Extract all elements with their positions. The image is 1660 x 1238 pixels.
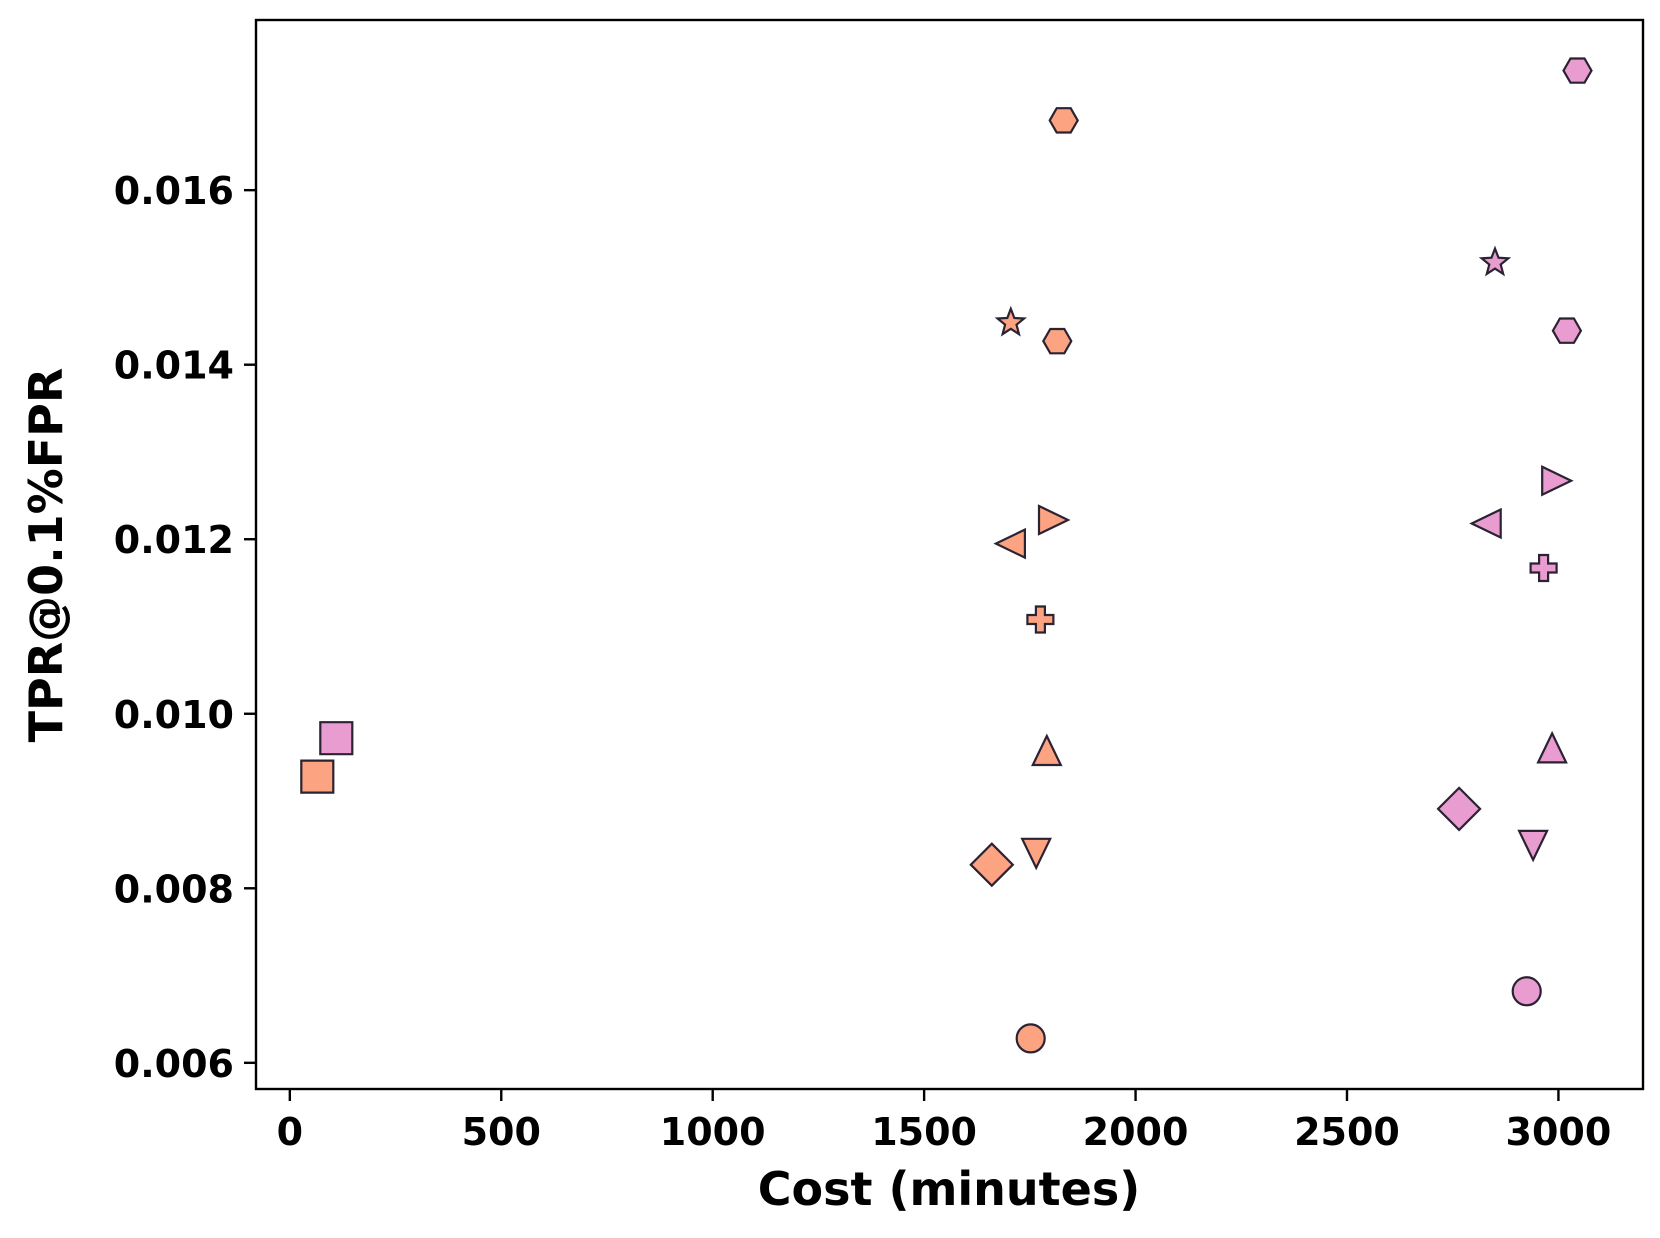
plot-area [254, 18, 1645, 1091]
pink-triangle-right-marker [1541, 465, 1574, 497]
pink-triangle-up-marker [1536, 730, 1568, 764]
y-tick-label: 0.006 [114, 1042, 234, 1086]
x-tick-label: 2000 [1083, 1110, 1189, 1154]
orange-diamond-marker [969, 842, 1015, 888]
pink-plus-marker [1529, 553, 1558, 583]
orange-circle-marker [1015, 1023, 1046, 1054]
x-tick-label: 2500 [1294, 1110, 1400, 1154]
pink-hexagon-marker [1562, 57, 1593, 84]
x-tick-label: 1500 [871, 1110, 977, 1154]
y-axis: 0.006 0.008 0.010 0.012 0.014 0.016 [114, 169, 256, 1086]
orange-hexagon-marker [1048, 107, 1079, 134]
pink-hexagon-marker [1551, 317, 1583, 344]
x-tick-label: 500 [462, 1110, 541, 1154]
orange-triangle-down-marker [1020, 837, 1052, 871]
x-axis-title: Cost (minutes) [758, 1162, 1141, 1216]
x-tick-label: 3000 [1506, 1110, 1612, 1154]
orange-hexagon-marker [1042, 327, 1073, 355]
pink-circle-marker [1511, 976, 1542, 1007]
y-tick-label: 0.008 [114, 867, 234, 911]
y-axis-title: TPR@0.1%FPR [19, 368, 73, 743]
data-points [300, 57, 1593, 1054]
x-axis: 0 500 1000 1500 2000 2500 3000 [277, 1089, 1612, 1154]
pink-triangle-down-marker [1517, 829, 1549, 863]
pink-diamond-marker [1436, 786, 1482, 832]
y-tick-label: 0.012 [114, 518, 234, 562]
y-tick-label: 0.014 [114, 344, 234, 388]
pink-triangle-left-marker [1469, 507, 1502, 540]
y-tick-label: 0.010 [114, 693, 234, 737]
y-tick-label: 0.016 [114, 169, 234, 213]
pink-square-marker [319, 721, 354, 756]
orange-triangle-right-marker [1037, 504, 1071, 536]
x-tick-label: 0 [277, 1110, 303, 1154]
orange-plus-marker [1026, 605, 1055, 634]
pink-star-marker [1478, 245, 1512, 277]
orange-square-marker [300, 759, 335, 794]
orange-triangle-left-marker [993, 527, 1027, 560]
orange-star-marker [994, 305, 1028, 337]
x-tick-label: 1000 [660, 1110, 766, 1154]
orange-triangle-up-marker [1031, 733, 1063, 767]
